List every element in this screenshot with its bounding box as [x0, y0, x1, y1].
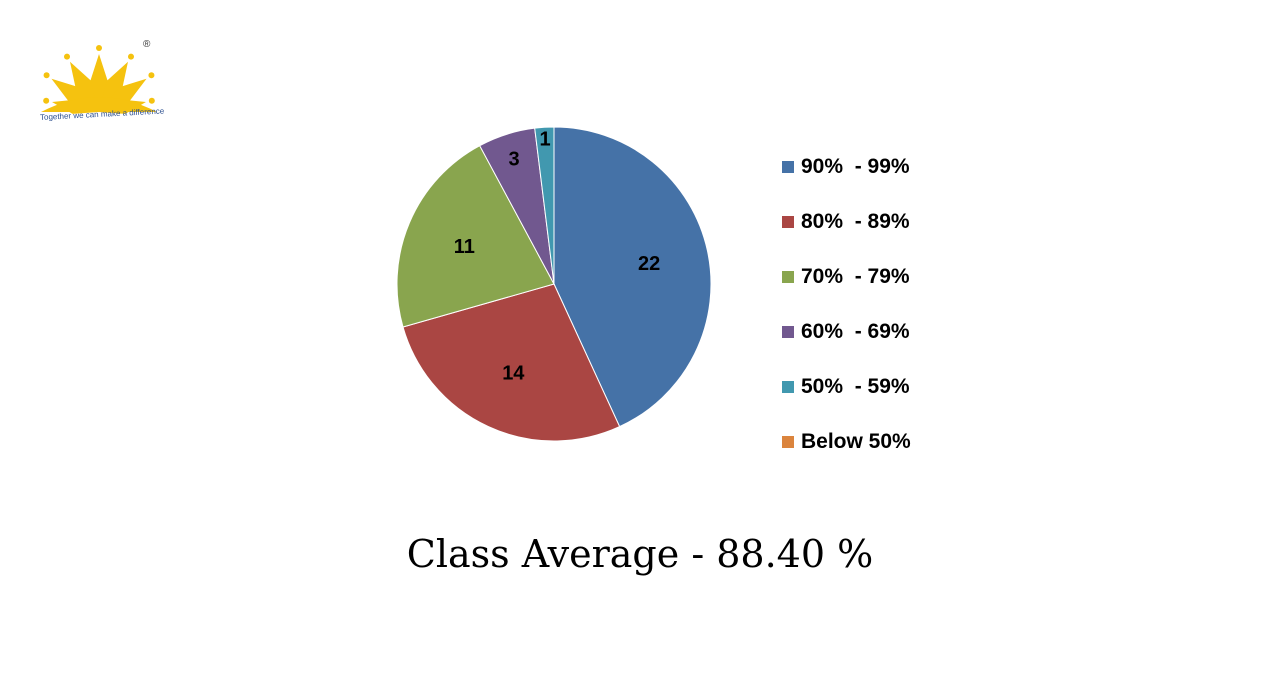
pie-data-label: 14	[502, 362, 525, 384]
pie-data-label: 22	[638, 253, 660, 275]
legend-label: 70% - 79%	[801, 264, 910, 288]
logo-dot	[43, 72, 50, 79]
legend-swatch	[782, 160, 794, 173]
logo-dot	[128, 53, 134, 60]
legend-swatch	[782, 325, 794, 338]
pie-chart: 22 14 11 31	[396, 126, 712, 442]
logo-dot	[96, 45, 102, 51]
logo-petal	[90, 54, 108, 112]
legend-item: 60% - 69%	[782, 304, 911, 359]
pie-data-label: 1	[539, 128, 550, 150]
pie-slice	[402, 283, 621, 442]
legend-label: 80% - 89%	[801, 209, 910, 233]
legend-label: 90% - 99%	[801, 154, 910, 178]
legend-swatch	[782, 435, 794, 448]
logo-base	[41, 97, 157, 112]
pie-data-label: 11	[454, 236, 475, 258]
legend-swatch	[782, 270, 794, 283]
registered-mark: ®	[143, 39, 151, 50]
logo-dot	[43, 97, 50, 104]
legend-label: 50% - 59%	[801, 374, 910, 398]
legend-item: Below 50%	[782, 414, 911, 469]
pie-slice	[553, 126, 712, 428]
legend-item: 70% - 79%	[782, 249, 911, 304]
logo-dot	[148, 72, 155, 79]
logo: ®	[34, 28, 174, 133]
sun-logo-icon: ®	[41, 39, 157, 114]
pie-slice	[534, 126, 555, 285]
legend-item: 90% - 99%	[782, 139, 911, 194]
logo-dot	[148, 97, 155, 104]
legend-swatch	[782, 215, 794, 228]
legend-item: 80% - 89%	[782, 194, 911, 249]
pie-slice	[396, 145, 555, 328]
legend-item: 50% - 59%	[782, 359, 911, 414]
class-average-caption: Class Average - 88.40 %	[406, 532, 874, 576]
logo-dot	[64, 53, 70, 60]
legend-swatch	[782, 380, 794, 393]
chart-legend: 90% - 99% 80% - 89% 70% - 79% 60% - 69% 50% …	[782, 139, 911, 469]
pie-data-label: 3	[508, 148, 519, 170]
legend-label: Below 50%	[801, 429, 911, 453]
legend-label: 60% - 69%	[801, 319, 910, 343]
